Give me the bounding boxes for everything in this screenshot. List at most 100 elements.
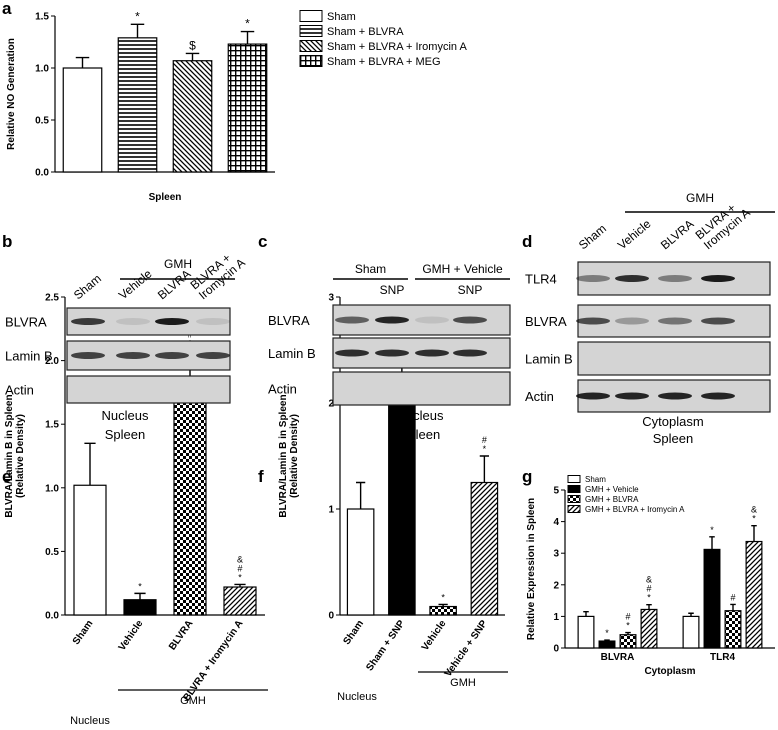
panel-letter: f: [258, 467, 264, 486]
band: [71, 352, 105, 359]
panel-letter: g: [522, 467, 532, 486]
sub-label: SNP: [458, 283, 483, 297]
bar: [172, 60, 213, 173]
row-label: Lamin B: [268, 346, 316, 361]
error-bar: [130, 23, 145, 38]
error-bar: [583, 610, 589, 617]
error-bar: [479, 455, 489, 483]
row-label: TLR4: [525, 272, 557, 287]
x-axis-label: Spleen: [149, 192, 182, 203]
panel-letter: c: [258, 232, 267, 251]
band: [576, 317, 610, 325]
y-tick-label: 2: [328, 399, 334, 410]
band: [453, 349, 487, 357]
lane-label: Sham: [71, 271, 104, 302]
significance-mark: $: [189, 38, 196, 52]
y-tick-label: 3: [553, 549, 559, 560]
row-label: BLVRA: [5, 315, 47, 330]
significance-mark: *: [647, 593, 651, 603]
legend-swatch: [299, 10, 323, 22]
band: [196, 352, 230, 359]
significance-mark: &: [646, 575, 652, 585]
row-label: BLVRA: [525, 314, 567, 329]
band: [576, 392, 610, 400]
x-tick-label: Sham + SNP: [364, 618, 407, 673]
significance-mark: #: [625, 612, 630, 622]
x-tick-label: BLVRA + Iromycin A: [181, 618, 245, 703]
error-bar: [75, 56, 90, 68]
y-tick-label: 4: [553, 517, 559, 528]
legend-swatch: [567, 475, 581, 483]
significance-mark: #: [646, 584, 651, 594]
y-tick-label: 1.5: [45, 420, 59, 431]
significance-mark: *: [238, 572, 242, 582]
significance-mark: #: [482, 435, 487, 445]
bar: [682, 615, 700, 649]
group-label: GMH: [686, 191, 714, 205]
x-tick-label: BLVRA: [167, 618, 195, 652]
legend-label: Sham + BLVRA + Iromycin A: [327, 41, 467, 53]
significance-mark: *: [752, 514, 756, 524]
band: [658, 392, 692, 400]
error-bar: [234, 583, 246, 588]
band: [116, 352, 150, 359]
x-tick-label: Vehicle + SNP: [443, 618, 490, 679]
blot-strip: [577, 261, 771, 296]
band: [576, 275, 610, 282]
significance-mark: *: [138, 581, 142, 591]
significance-mark: *: [626, 621, 630, 631]
significance-mark: *: [245, 17, 250, 31]
y-tick-label: 1.5: [35, 12, 49, 23]
significance-mark: *: [483, 444, 487, 454]
bar: [598, 640, 616, 649]
error-bar: [134, 592, 146, 600]
legend-label: Sham: [327, 11, 356, 23]
error-bar: [604, 639, 610, 642]
y-tick-label: 0: [553, 644, 559, 655]
band: [615, 317, 649, 325]
y-tick-label: 2.5: [45, 293, 59, 304]
x-axis-label: Cytoplasm: [644, 666, 695, 677]
band: [658, 317, 692, 325]
band: [615, 275, 649, 282]
caption: Cytoplasm: [642, 414, 703, 429]
blot-strip: [332, 371, 511, 406]
y-tick-label: 0.0: [35, 168, 49, 179]
significance-mark: *: [710, 525, 714, 535]
bar: [703, 548, 721, 649]
footer-label: Nucleus: [70, 715, 110, 727]
row-label: Actin: [268, 382, 297, 397]
legend-label: Sham + BLVRA + MEG: [327, 56, 441, 68]
group-label: GMH: [164, 257, 192, 271]
significance-mark: #: [237, 563, 242, 573]
error-bar: [185, 52, 200, 61]
lane-label: BLVRA: [155, 267, 193, 302]
y-axis-label: (Relative Density): [289, 414, 300, 498]
y-tick-label: 2: [553, 580, 559, 591]
band: [415, 316, 449, 324]
row-label: Lamin B: [525, 352, 573, 367]
legend-label: Sham + BLVRA: [327, 26, 404, 38]
bar: [429, 605, 457, 616]
y-tick-label: 0: [328, 611, 334, 622]
y-tick-label: 0.5: [35, 116, 49, 127]
blot-strip: [577, 341, 771, 376]
significance-mark: *: [441, 592, 445, 602]
lane-label: Sham: [576, 221, 609, 252]
caption: Nucleus: [102, 408, 149, 423]
bar: [470, 481, 499, 616]
error-bar: [646, 604, 652, 610]
y-tick-label: 1.0: [45, 483, 59, 494]
panel-letter: d: [522, 232, 532, 251]
error-bar: [688, 612, 694, 617]
y-axis-label: BLVRA/Lamin B in Spleen: [278, 394, 289, 517]
y-tick-label: 0.0: [45, 611, 59, 622]
sub-label: SNP: [380, 283, 405, 297]
band: [615, 392, 649, 400]
caption: Spleen: [653, 431, 693, 446]
panel-letter: b: [2, 232, 12, 251]
y-tick-label: 2.0: [45, 356, 59, 367]
bar: [724, 610, 742, 649]
bar: [123, 599, 157, 616]
